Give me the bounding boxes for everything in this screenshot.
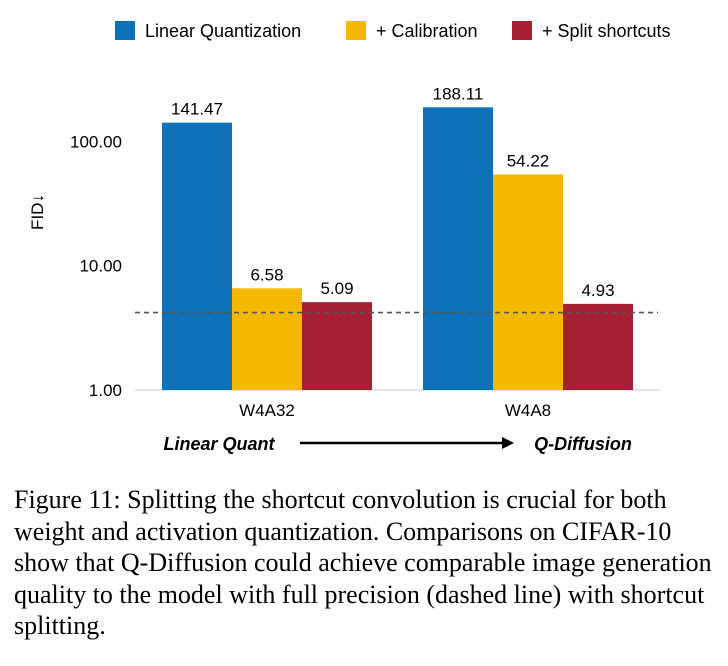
legend-swatch bbox=[346, 21, 366, 40]
y-tick-label: 1.00 bbox=[89, 381, 122, 400]
y-tick-label: 10.00 bbox=[79, 257, 122, 276]
y-axis-ticks: 1.00 10.00 100.00 bbox=[70, 132, 122, 400]
data-label: 141.47 bbox=[171, 100, 223, 119]
bar bbox=[232, 288, 302, 390]
bar-chart: Linear Quantization + Calibration + Split … bbox=[28, 21, 671, 454]
bars: 141.47 6.58 5.09 188.11 54.22 4.93 bbox=[162, 84, 633, 391]
data-label: 4.93 bbox=[581, 281, 614, 300]
data-label: 6.58 bbox=[250, 265, 283, 284]
bar bbox=[162, 122, 232, 390]
bar bbox=[563, 303, 633, 390]
bar bbox=[423, 107, 493, 391]
x-tick-label: W4A32 bbox=[239, 401, 295, 420]
y-axis-label: FID↓ bbox=[28, 194, 47, 230]
annotation-arrowhead bbox=[502, 437, 514, 449]
bar bbox=[302, 302, 372, 390]
y-tick-label: 100.00 bbox=[70, 132, 122, 151]
bar bbox=[493, 174, 563, 390]
x-tick-label: W4A8 bbox=[505, 401, 551, 420]
annotation-right-label: Q-Diffusion bbox=[534, 434, 632, 454]
legend-label: + Calibration bbox=[376, 21, 478, 41]
figure-caption: Figure 11: Splitting the shortcut convol… bbox=[14, 485, 712, 640]
legend-label: + Split shortcuts bbox=[542, 21, 671, 41]
legend-label: Linear Quantization bbox=[145, 21, 301, 41]
data-label: 188.11 bbox=[433, 84, 484, 103]
data-label: 54.22 bbox=[507, 151, 550, 170]
x-axis-ticks: W4A32 W4A8 bbox=[239, 401, 551, 420]
data-label: 5.09 bbox=[320, 279, 353, 298]
legend: Linear Quantization + Calibration + Split … bbox=[115, 21, 671, 41]
legend-swatch bbox=[512, 21, 532, 40]
annotation-left-label: Linear Quant bbox=[163, 434, 275, 454]
legend-swatch bbox=[115, 21, 135, 40]
